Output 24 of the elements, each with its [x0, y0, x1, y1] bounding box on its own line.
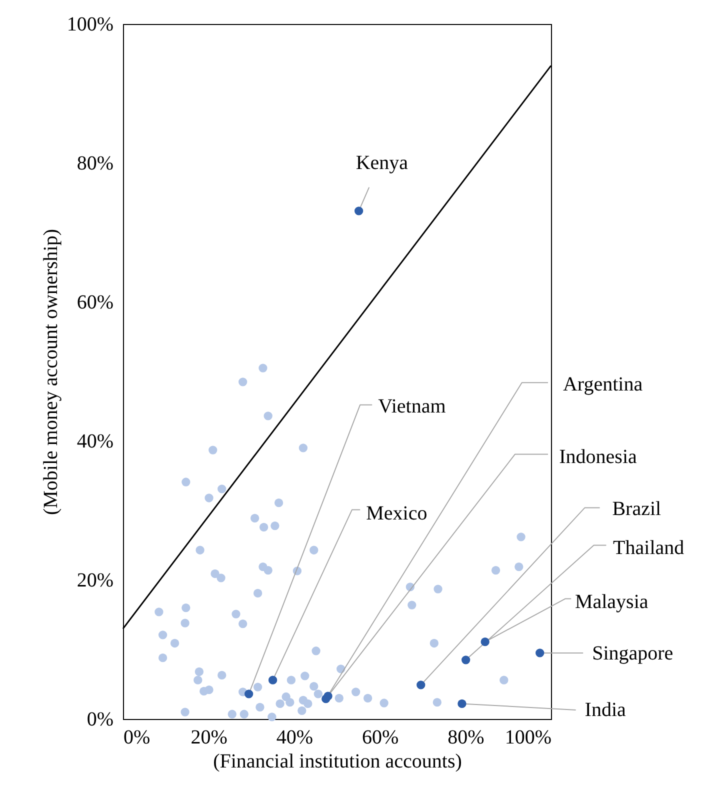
annotation: Brazil — [612, 498, 662, 520]
x-tick-label: 0% — [124, 726, 150, 748]
y-tick-label: 100% — [66, 14, 114, 36]
annotation: Singapore — [592, 642, 674, 665]
annotation: Kenya — [356, 152, 408, 174]
y-tick-label: 60% — [76, 292, 114, 314]
annotation: India — [584, 698, 626, 721]
x-tick-label: 80% — [448, 726, 484, 748]
x-tick-label: 40% — [276, 726, 314, 748]
x-tick-label: 60% — [362, 726, 399, 748]
y-tick-label: 20% — [76, 570, 114, 592]
x-tick-label: 20% — [190, 726, 228, 748]
annotation: Vietnam — [378, 395, 446, 418]
annotation: Indonesia — [559, 446, 638, 468]
y-axis-title: (Mobile money account ownership) — [40, 228, 62, 516]
annotation: Thailand — [613, 537, 684, 560]
x-tick-label: 100% — [504, 726, 552, 748]
x-axis-title: (Financial institution accounts) — [213, 750, 462, 772]
annotation: Malaysia — [574, 591, 648, 614]
y-tick-label: 0% — [86, 708, 114, 730]
y-tick-label: 40% — [76, 430, 114, 452]
annotation: Argentina — [562, 374, 643, 396]
y-tick-label: 80% — [76, 152, 114, 174]
annotation: Mexico — [366, 502, 428, 524]
